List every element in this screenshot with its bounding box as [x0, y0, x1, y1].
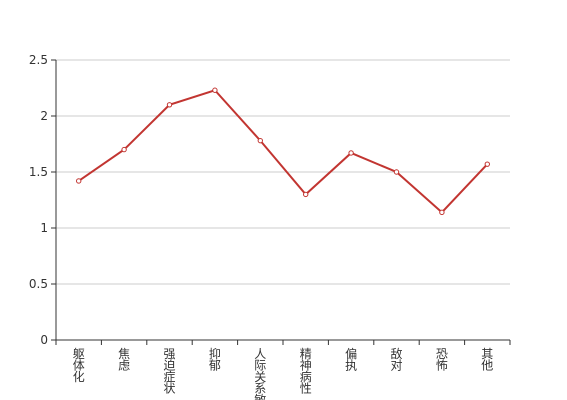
y-tick-label: 2.5: [29, 53, 48, 67]
x-tick-label: 其他: [481, 347, 493, 373]
point: [439, 209, 445, 216]
x-tick-label: 精神病性: [300, 347, 312, 396]
point: [393, 169, 400, 175]
point: [76, 178, 82, 184]
point: [166, 102, 173, 108]
x-tick-label: 躯体化: [73, 346, 85, 384]
y-tick-label: 0.5: [29, 277, 48, 291]
x-tick-label: 人际关系敏感: [254, 347, 266, 400]
point: [484, 161, 490, 167]
line: [78, 89, 489, 214]
x-tick-label: 恐怖: [436, 347, 448, 373]
point: [212, 87, 218, 93]
y-tick-label: 0: [40, 333, 48, 347]
point: [121, 146, 127, 153]
x-tick-label: 强迫症状: [163, 347, 175, 396]
x-tick-label: 抑郁: [209, 346, 221, 373]
point: [303, 191, 309, 198]
point: [257, 137, 263, 144]
y-tick-label: 2: [40, 109, 48, 123]
point: [348, 150, 354, 156]
x-tick-label: 敌对: [390, 346, 402, 373]
x-tick-label: 焦虑: [118, 347, 130, 373]
x-tick-label: 偏执: [345, 346, 357, 373]
y-tick-label: 1: [40, 221, 48, 235]
y-tick-label: 1.5: [29, 165, 48, 179]
